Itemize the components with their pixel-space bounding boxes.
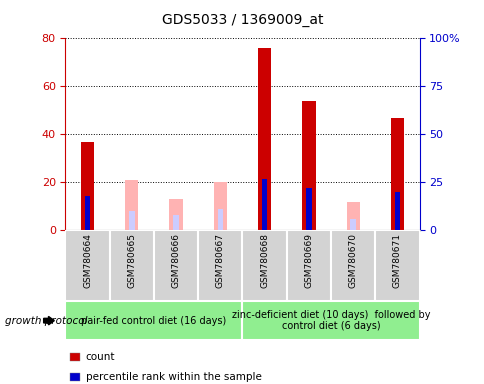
Bar [242, 230, 286, 301]
Bar [242, 301, 419, 340]
Text: pair-fed control diet (16 days): pair-fed control diet (16 days) [81, 316, 226, 326]
Bar [65, 301, 242, 340]
Bar [302, 101, 315, 230]
Bar [217, 209, 223, 230]
Bar [213, 182, 227, 230]
Bar [346, 202, 359, 230]
Bar [65, 230, 109, 301]
Text: GSM780665: GSM780665 [127, 233, 136, 288]
Bar [305, 188, 311, 230]
Bar [394, 192, 399, 230]
Text: GSM780668: GSM780668 [259, 233, 269, 288]
Text: zinc-deficient diet (10 days)  followed by
control diet (6 days): zinc-deficient diet (10 days) followed b… [231, 310, 429, 331]
Bar [169, 199, 182, 230]
Bar [198, 230, 242, 301]
Bar [125, 180, 138, 230]
Text: percentile rank within the sample: percentile rank within the sample [86, 372, 261, 382]
Text: growth protocol: growth protocol [5, 316, 87, 326]
Bar [85, 196, 90, 230]
Text: GSM780667: GSM780667 [215, 233, 225, 288]
Text: GSM780666: GSM780666 [171, 233, 180, 288]
Bar [390, 118, 403, 230]
Bar [350, 219, 355, 230]
Text: GSM780664: GSM780664 [83, 233, 92, 288]
Bar [261, 179, 267, 230]
Bar [129, 211, 134, 230]
Bar [286, 230, 330, 301]
Bar [81, 142, 94, 230]
Bar [109, 230, 153, 301]
Bar [330, 230, 375, 301]
Text: GSM780670: GSM780670 [348, 233, 357, 288]
Bar [375, 230, 419, 301]
Bar [173, 215, 179, 230]
Bar [257, 48, 271, 230]
Text: GSM780671: GSM780671 [392, 233, 401, 288]
Text: GDS5033 / 1369009_at: GDS5033 / 1369009_at [162, 13, 322, 27]
Text: GSM780669: GSM780669 [304, 233, 313, 288]
Text: count: count [86, 352, 115, 362]
Bar [153, 230, 198, 301]
